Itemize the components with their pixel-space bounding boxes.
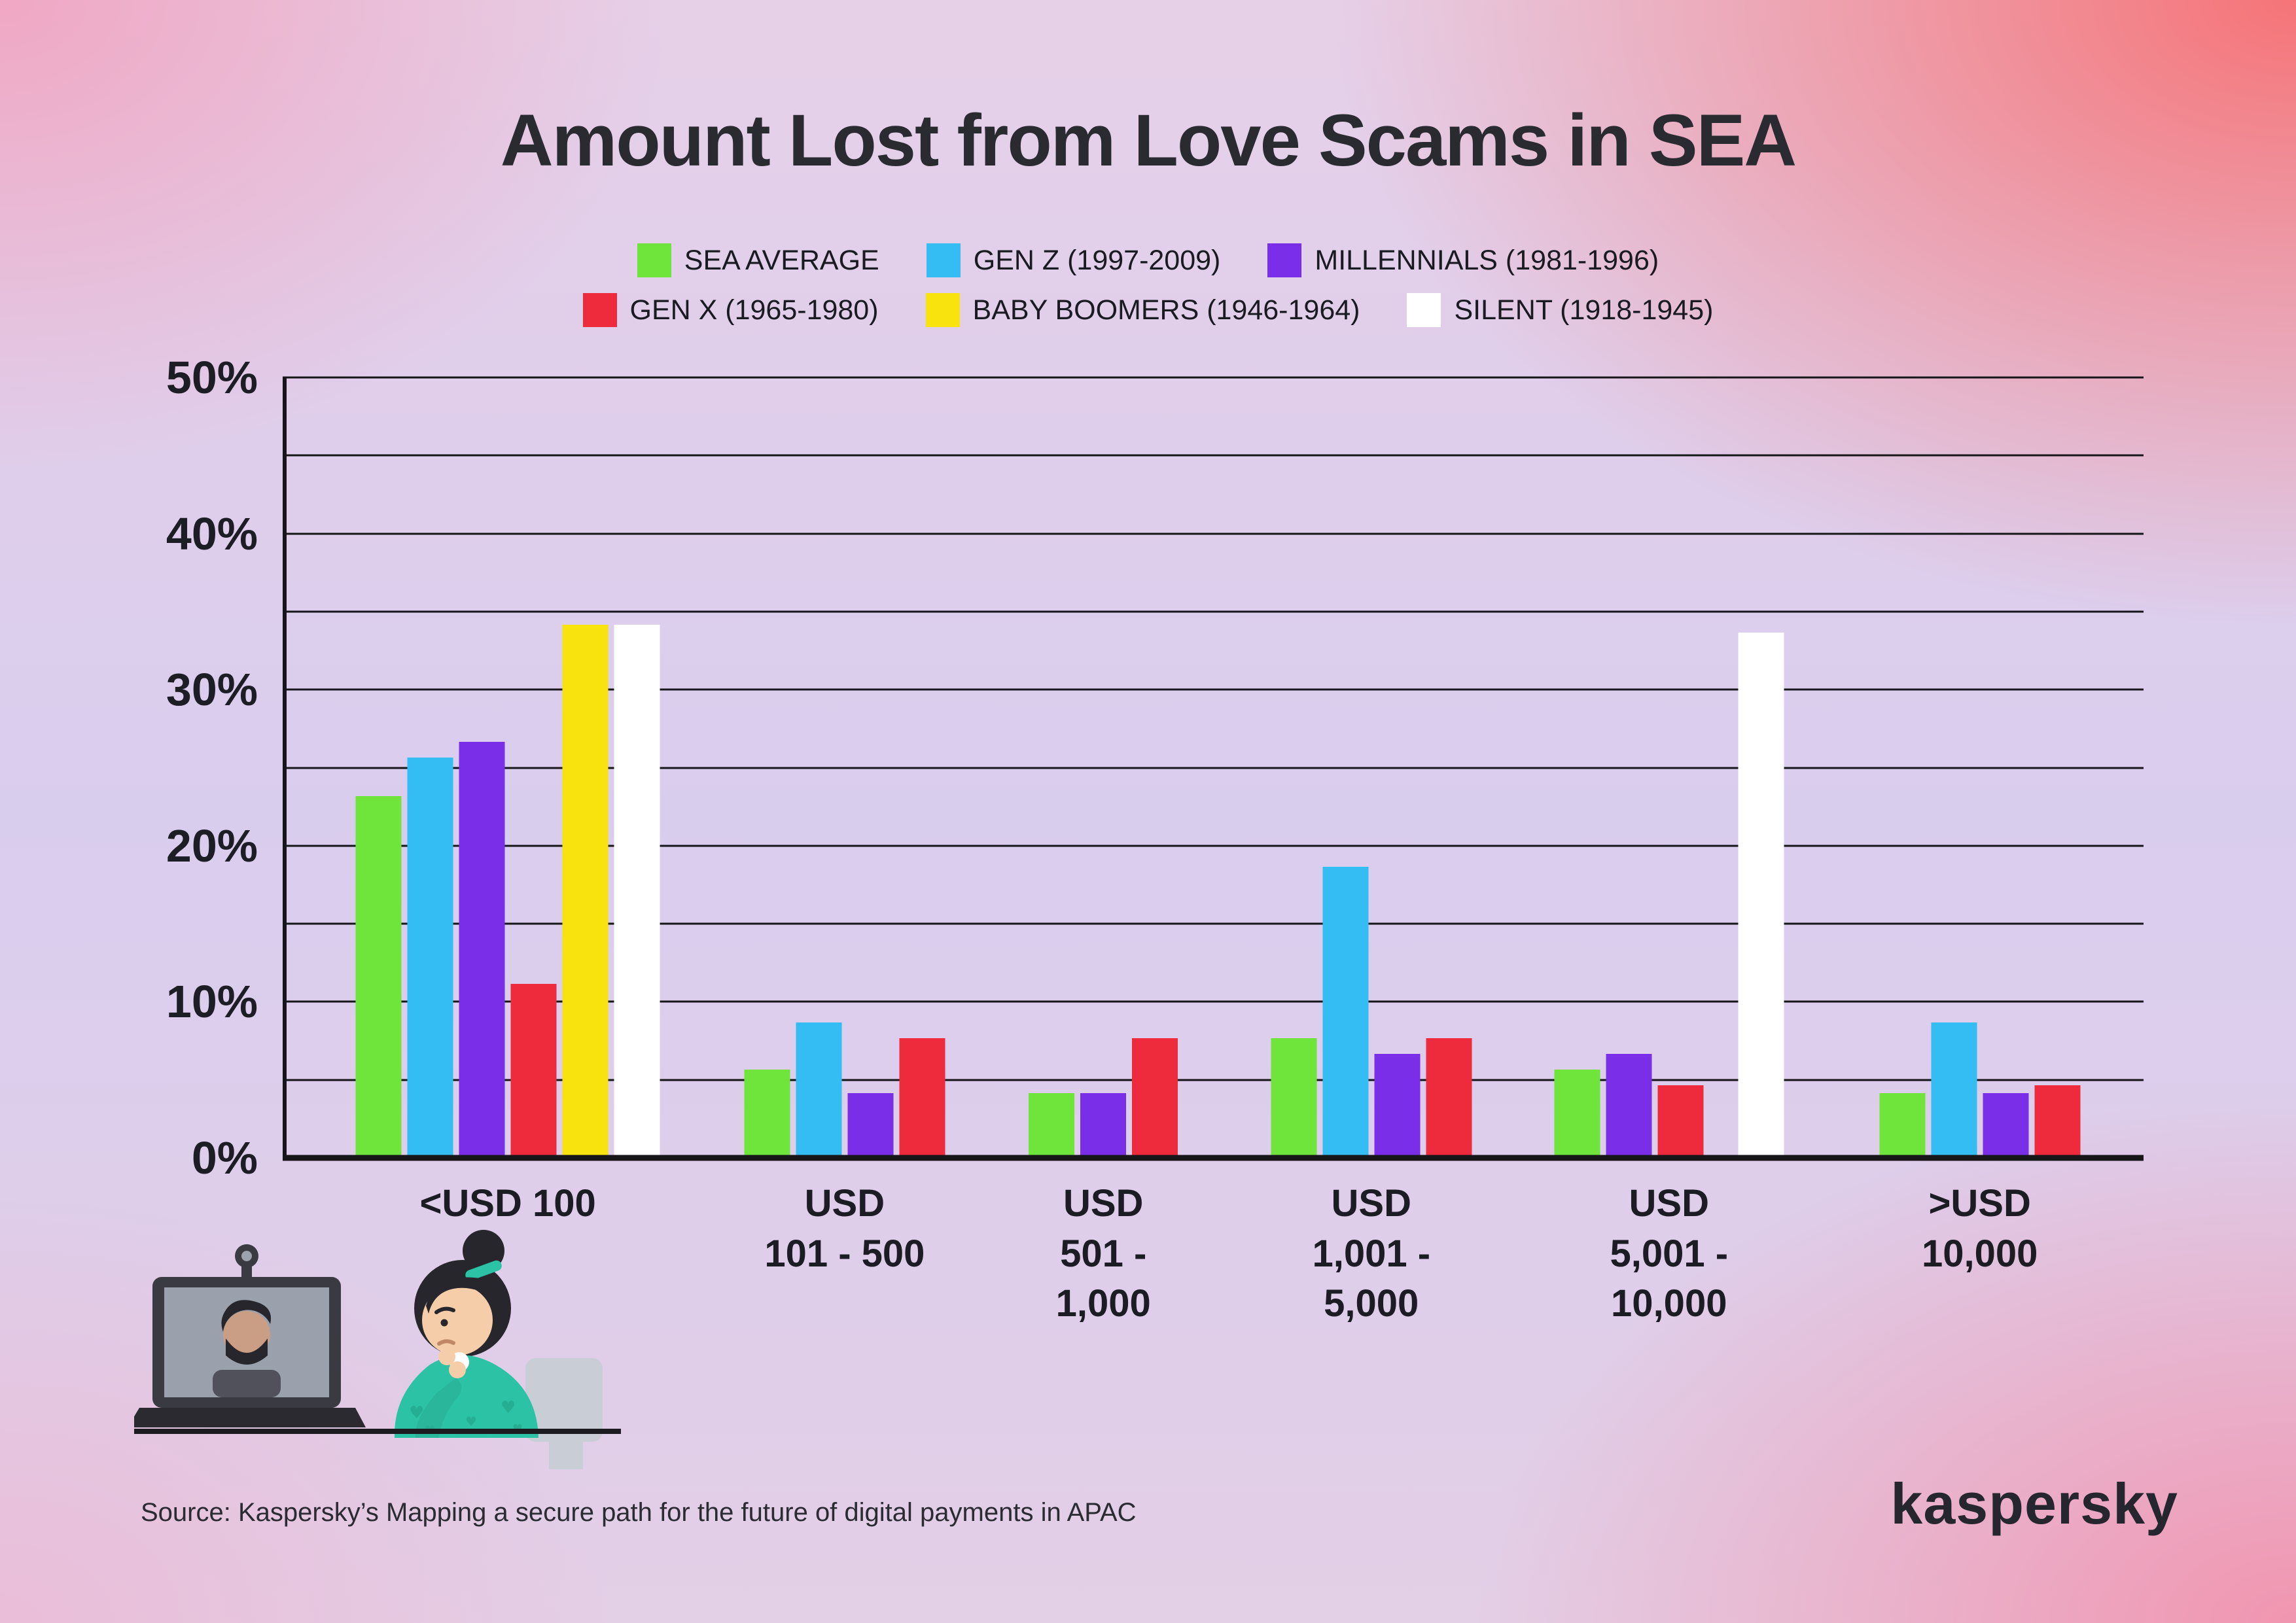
x-axis-labels: <USD 100 USD 101 - 500 USD 501 - 1,000 USD … [283, 1179, 2144, 1388]
kaspersky-logo: kaspersky [1890, 1471, 2178, 1536]
gridline [283, 767, 2144, 769]
legend-label: SILENT (1918-1945) [1454, 294, 1714, 326]
bar-group [744, 375, 945, 1155]
scammer-face [223, 1311, 270, 1358]
legend-swatch [925, 293, 960, 327]
laptop-video-call [134, 1244, 366, 1427]
y-axis-line [283, 377, 287, 1158]
bar [510, 983, 557, 1155]
bar [1271, 1038, 1317, 1155]
legend-item: GEN Z (1997-2009) [926, 243, 1221, 277]
bar [1322, 866, 1369, 1155]
bar [1879, 1092, 1926, 1155]
worried-woman: ♥♥ ♥♥ ♥ [394, 1230, 539, 1438]
svg-text:♥: ♥ [409, 1403, 424, 1423]
chart-legend: SEA AVERAGE GEN Z (1997-2009) MILLENNIALS … [0, 243, 2296, 327]
chair [525, 1358, 603, 1442]
bar [1657, 1085, 1704, 1155]
bar-group [1554, 375, 1784, 1155]
bar-group [1879, 375, 2081, 1155]
bar [1132, 1038, 1178, 1155]
bar [1738, 632, 1784, 1155]
x-tick-label: USD 5,001 - 10,000 [1610, 1182, 1729, 1325]
source-note: Source: Kaspersky’s Mapping a secure pat… [141, 1498, 1137, 1527]
chair-leg [549, 1433, 583, 1469]
bar [1931, 1022, 1977, 1155]
bar [407, 757, 453, 1155]
gridline [283, 376, 2144, 379]
y-tick-label: 0% [191, 1132, 258, 1183]
x-tick-label: USD 501 - 1,000 [1055, 1182, 1151, 1325]
legend-label: GEN Z (1997-2009) [973, 244, 1221, 276]
desk-line [134, 1429, 621, 1434]
bar-group [1271, 375, 1472, 1155]
bar [1029, 1092, 1075, 1155]
bar [2034, 1085, 2081, 1155]
legend-swatch [1407, 293, 1441, 327]
y-tick-label: 10% [166, 976, 258, 1028]
legend-label: MILLENNIALS (1981-1996) [1315, 244, 1659, 276]
bar [1080, 1092, 1127, 1155]
bar [1426, 1038, 1472, 1155]
bar [1374, 1053, 1421, 1155]
y-tick-label: 30% [166, 664, 258, 716]
gridline [283, 454, 2144, 457]
legend-swatch [1267, 243, 1302, 277]
bar [355, 796, 402, 1155]
x-tick-label: <USD 100 [419, 1182, 596, 1225]
y-tick-label: 50% [166, 352, 258, 403]
legend-item: GEN X (1965-1980) [582, 293, 879, 327]
bar [1983, 1092, 2029, 1155]
gridline [283, 610, 2144, 613]
svg-text:♥: ♥ [465, 1414, 477, 1429]
bar [614, 624, 660, 1155]
x-tick-label: >USD 10,000 [1922, 1182, 2038, 1275]
bar [847, 1092, 894, 1155]
bar [796, 1022, 842, 1155]
plot-area: 0% 10% 20% 30% 40% 50% [166, 355, 2144, 1181]
legend-row-1: SEA AVERAGE GEN Z (1997-2009) MILLENNIALS … [637, 243, 1659, 277]
bar-group [355, 375, 660, 1155]
legend-item: BABY BOOMERS (1946-1964) [925, 293, 1360, 327]
y-tick-label: 40% [166, 508, 258, 559]
gridline [283, 1079, 2144, 1081]
legend-item: MILLENNIALS (1981-1996) [1267, 243, 1659, 277]
gridline [283, 1000, 2144, 1003]
gridline [283, 922, 2144, 925]
gridline [283, 688, 2144, 691]
bar [1554, 1069, 1600, 1155]
chart-title: Amount Lost from Love Scams in SEA [500, 99, 1797, 181]
legend-item: SILENT (1918-1945) [1407, 293, 1713, 327]
legend-label: BABY BOOMERS (1946-1964) [972, 294, 1360, 326]
bar [562, 624, 609, 1155]
bar [899, 1038, 945, 1155]
x-tick-label: USD 101 - 500 [764, 1182, 925, 1275]
x-axis-line [283, 1155, 2144, 1161]
bar [744, 1069, 790, 1155]
x-tick-label: USD 1,001 - 5,000 [1312, 1182, 1431, 1325]
video-call-scam-illustration: ♥♥ ♥♥ ♥ [134, 1230, 621, 1469]
legend-item: SEA AVERAGE [637, 243, 879, 277]
gridline [283, 532, 2144, 535]
bar [459, 741, 505, 1155]
legend-swatch [582, 293, 617, 327]
legend-swatch [637, 243, 671, 277]
legend-label: SEA AVERAGE [684, 244, 879, 276]
y-tick-label: 20% [166, 820, 258, 871]
legend-label: GEN X (1965-1980) [629, 294, 879, 326]
gridline [283, 845, 2144, 847]
bar [1606, 1053, 1652, 1155]
legend-row-2: GEN X (1965-1980) BABY BOOMERS (1946-1964… [582, 293, 1713, 327]
bar-group [1029, 375, 1178, 1155]
legend-swatch [926, 243, 961, 277]
svg-text:♥: ♥ [501, 1398, 516, 1418]
